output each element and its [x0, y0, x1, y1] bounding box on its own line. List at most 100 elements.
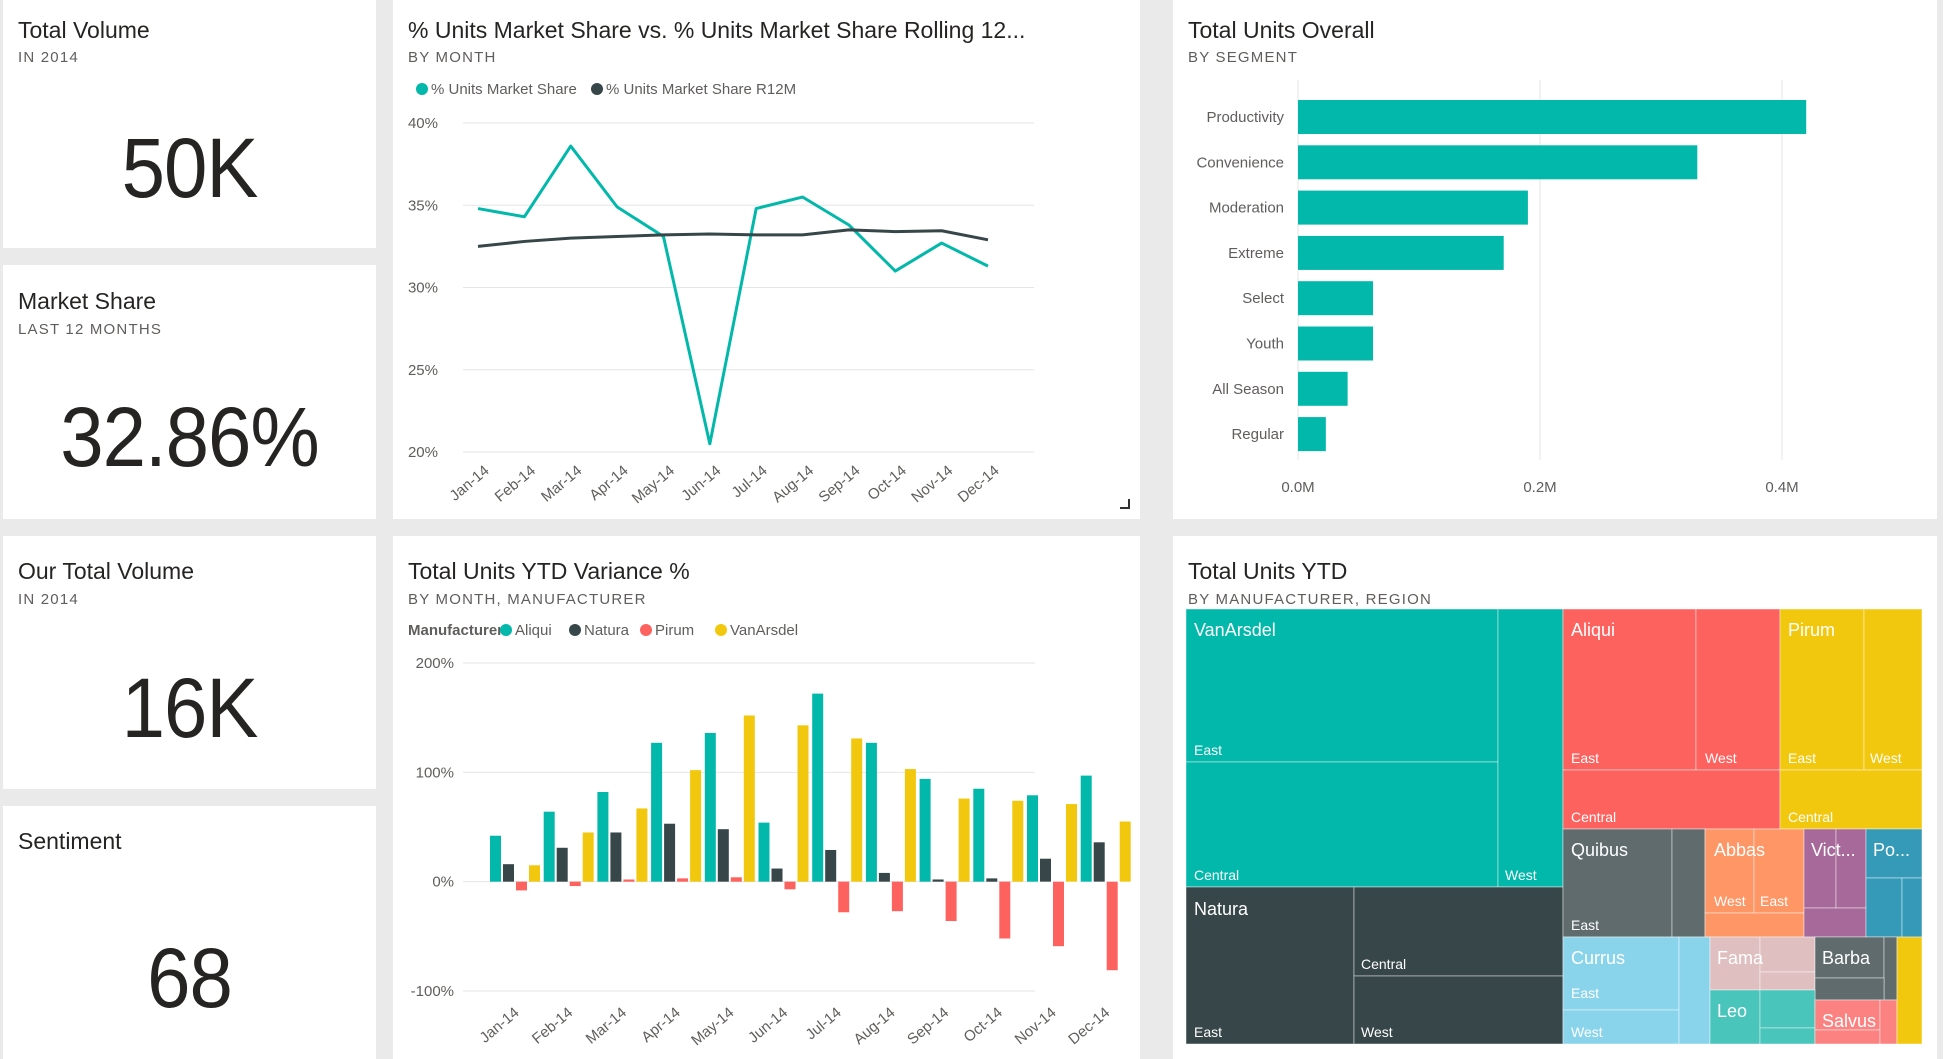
bar: [1298, 145, 1698, 180]
x-tick-label: Aug-14: [769, 462, 817, 506]
column-chart-tile[interactable]: Total Units YTD Variance % BY MONTH, MAN…: [393, 536, 1140, 1059]
treemap-region-label: West: [1705, 750, 1737, 766]
y-tick-label: 0%: [432, 874, 454, 891]
treemap-cell: [1759, 971, 1816, 991]
kpi-title: Market Share: [18, 288, 157, 314]
line-chart-tile[interactable]: % Units Market Share vs. % Units Market …: [393, 0, 1140, 519]
kpi-card-our-total-volume[interactable]: Our Total Volume IN 2014 16K: [3, 536, 376, 789]
x-tick-label: Jan-14: [447, 462, 493, 505]
bar: [1298, 235, 1504, 270]
y-tick-label: 25%: [408, 362, 438, 379]
treemap-cell: [1879, 999, 1898, 1045]
bar: [1012, 800, 1024, 882]
bar: [690, 770, 702, 882]
y-tick-label: 35%: [408, 197, 438, 214]
bar: [999, 881, 1011, 939]
chart-subtitle: BY MONTH: [408, 49, 497, 66]
treemap-cell: [1753, 828, 1805, 914]
bar: [569, 881, 581, 887]
category-label: Extreme: [1228, 245, 1284, 262]
y-tick-label: 40%: [408, 115, 438, 132]
bar: [1066, 804, 1077, 882]
treemap-cell: [1835, 828, 1867, 909]
treemap-cell: [1814, 999, 1881, 1031]
bar: [797, 725, 809, 882]
bar: [490, 835, 501, 882]
x-tick-label: Mar-14: [538, 462, 585, 506]
x-tick-label: 0.0M: [1281, 479, 1314, 496]
treemap-region-label: West: [1505, 867, 1537, 883]
treemap-region-label: East: [1760, 893, 1788, 909]
kpi-card-sentiment[interactable]: Sentiment 68: [3, 806, 376, 1059]
kpi-value: 68: [147, 930, 233, 1026]
bar: [516, 881, 527, 891]
treemap-cell: [1704, 912, 1805, 938]
x-tick-label: May-14: [688, 1004, 737, 1049]
treemap-group-label: Quibus: [1571, 840, 1628, 860]
bar: [610, 832, 622, 882]
x-tick-label: Apr-14: [638, 1004, 683, 1046]
y-tick-label: 100%: [416, 764, 454, 781]
treemap-cell: [1353, 886, 1564, 977]
bar: [717, 829, 729, 882]
category-label: Moderation: [1209, 200, 1284, 217]
bar: [986, 878, 998, 882]
treemap-cell: [1562, 936, 1680, 1011]
treemap-group-label: Currus: [1571, 948, 1625, 968]
bar: [838, 881, 850, 913]
treemap-cell: [1709, 989, 1761, 1045]
bar: [812, 693, 824, 882]
treemap-group-label: Pirum: [1788, 620, 1835, 640]
x-tick-label: Apr-14: [586, 462, 631, 504]
treemap-cell: [1779, 769, 1923, 830]
legend-label: Aliqui: [515, 622, 552, 639]
treemap-cell: [1865, 828, 1923, 879]
y-tick-label: 200%: [416, 655, 454, 672]
treemap-cell: [1896, 936, 1923, 1045]
x-tick-label: Aug-14: [850, 1004, 898, 1048]
treemap-region-label: East: [1571, 917, 1599, 933]
treemap-tile[interactable]: Total Units YTD BY MANUFACTURER, REGION …: [1173, 536, 1937, 1059]
x-tick-label: Jun-14: [678, 462, 724, 505]
resize-handle-icon[interactable]: [1120, 499, 1130, 509]
bar: [730, 877, 742, 882]
category-label: Select: [1242, 290, 1285, 307]
x-tick-label: Oct-14: [864, 462, 909, 504]
x-tick-label: Jun-14: [745, 1004, 791, 1047]
bar: [878, 872, 890, 882]
bar: [556, 847, 568, 882]
category-label: Regular: [1231, 426, 1284, 443]
category-label: Productivity: [1206, 109, 1284, 126]
legend-title: Manufacturer: [408, 622, 503, 639]
legend-marker: [569, 624, 581, 636]
bar: [945, 881, 957, 922]
bar: [784, 881, 796, 890]
x-tick-label: Sep-14: [904, 1004, 952, 1048]
bar: [636, 808, 648, 882]
bar: [651, 742, 663, 882]
bar: [1040, 858, 1051, 882]
treemap-region-label: West: [1571, 1024, 1603, 1040]
kpi-title: Total Volume: [18, 17, 150, 43]
x-tick-label: Mar-14: [583, 1004, 630, 1048]
treemap-region-label: East: [1788, 750, 1816, 766]
bar: [529, 865, 540, 882]
treemap-region-label: East: [1194, 742, 1222, 758]
legend-label: Pirum: [655, 622, 694, 639]
treemap-group-label: Salvus: [1822, 1011, 1876, 1031]
treemap-region-label: Central: [1361, 956, 1406, 972]
chart-subtitle: BY MANUFACTURER, REGION: [1188, 591, 1433, 608]
x-tick-label: 0.4M: [1765, 479, 1798, 496]
bar: [623, 879, 635, 882]
kpi-card-market-share[interactable]: Market Share LAST 12 MONTHS 32.86%: [3, 265, 376, 519]
treemap-region-label: Central: [1571, 809, 1616, 825]
treemap-cell: [1353, 975, 1564, 1045]
bar-chart-tile[interactable]: Total Units Overall BY SEGMENT 0.0M 0.2M 0…: [1173, 0, 1937, 519]
treemap-group-label: Barba: [1822, 948, 1871, 968]
category-label: Convenience: [1196, 154, 1284, 171]
treemap-cell: [1562, 769, 1781, 830]
treemap-region-label: West: [1714, 893, 1746, 909]
bar: [932, 879, 944, 882]
legend-marker: [715, 624, 727, 636]
kpi-card-total-volume[interactable]: Total Volume IN 2014 50K: [3, 0, 376, 248]
